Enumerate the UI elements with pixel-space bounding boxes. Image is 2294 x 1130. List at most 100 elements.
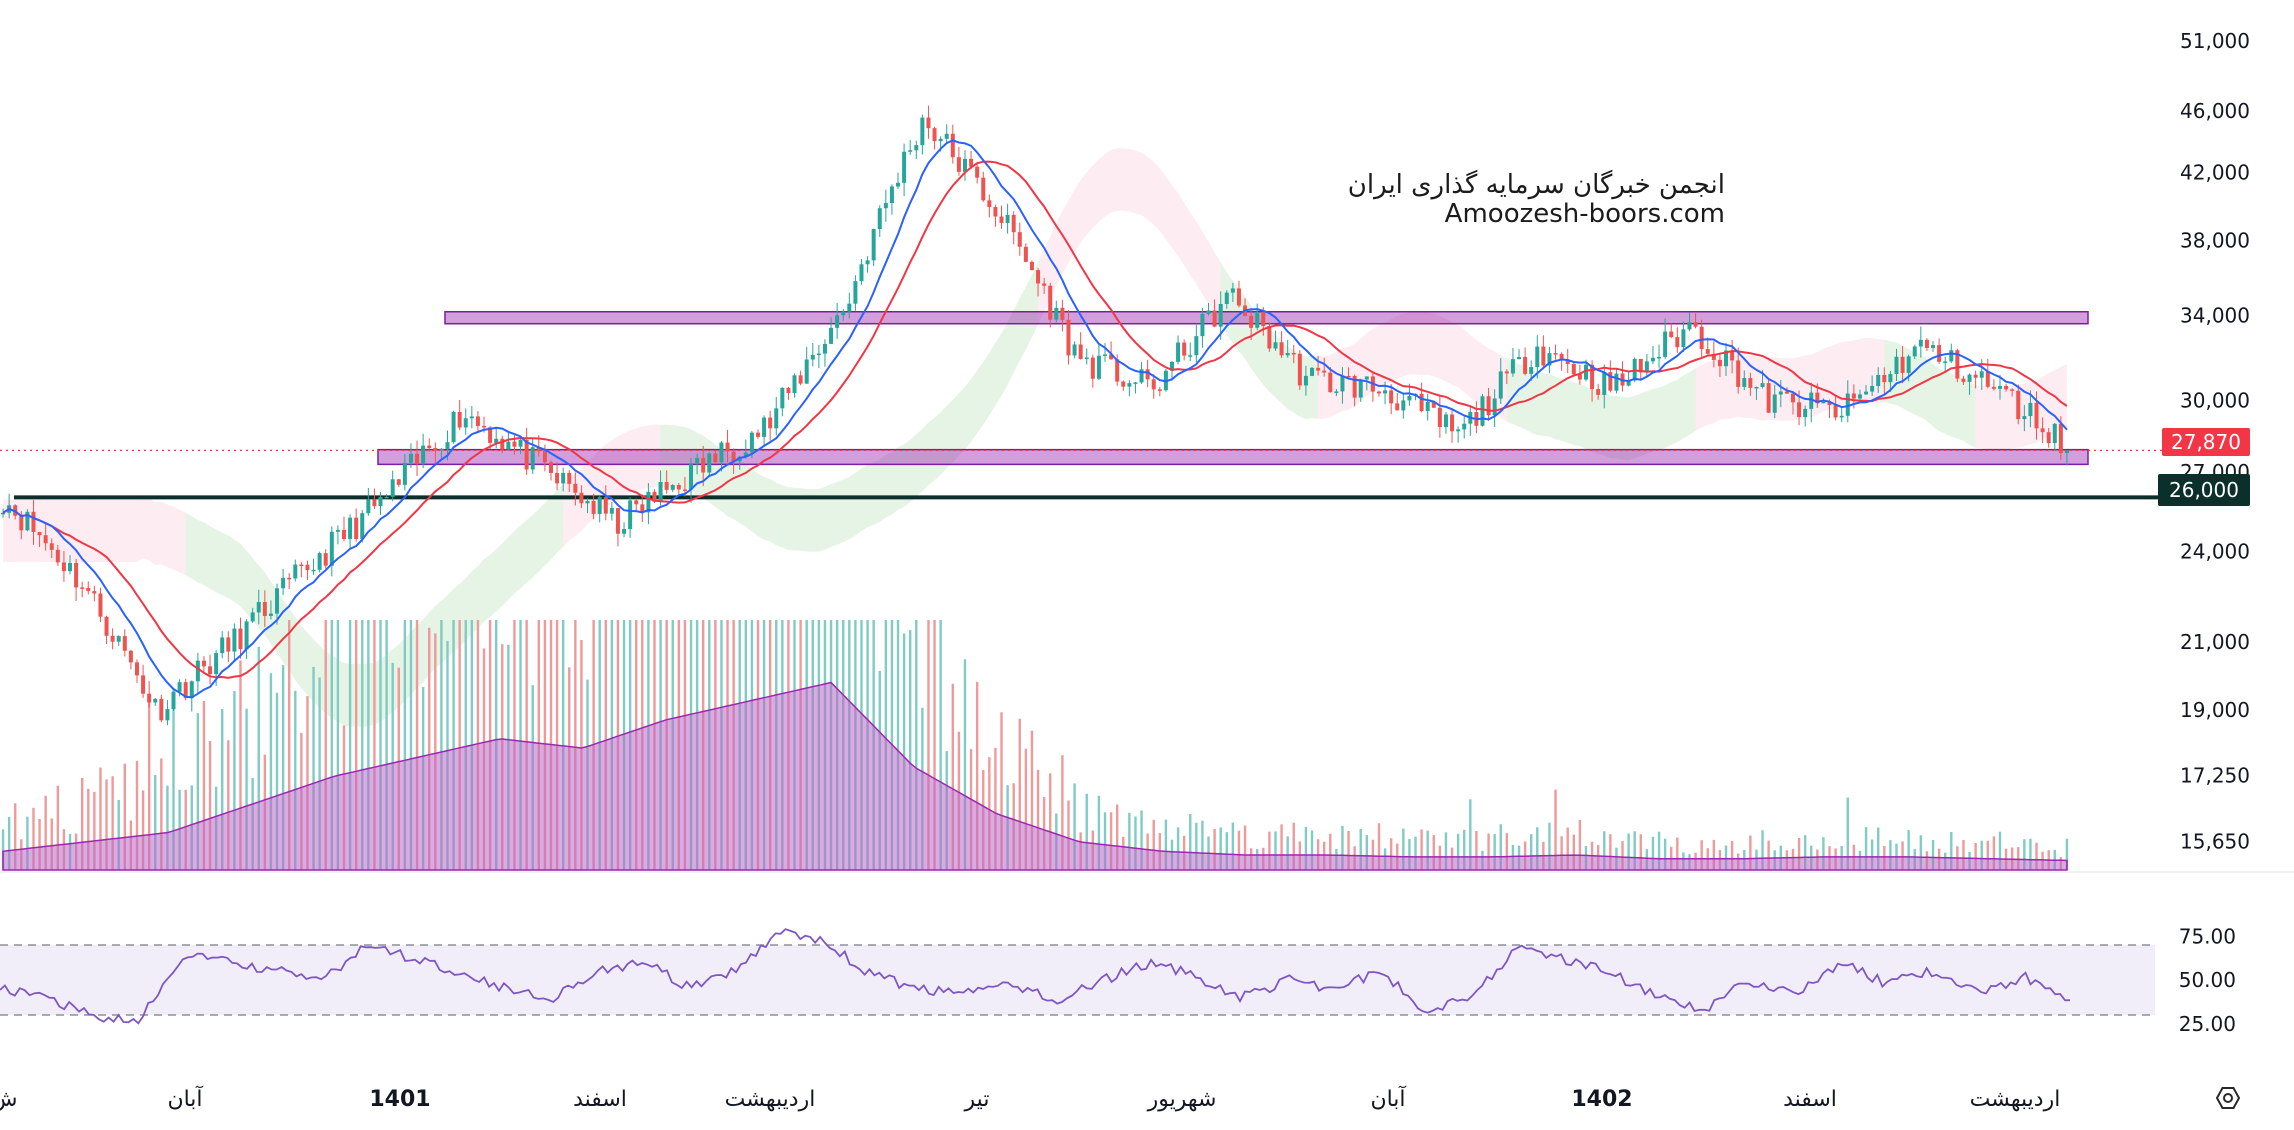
volume-bar-252 xyxy=(1536,827,1539,870)
volume-bar-324 xyxy=(1974,842,1977,870)
volume-bar-7 xyxy=(44,795,47,870)
candle-203 xyxy=(1236,280,1241,308)
volume-bar-246 xyxy=(1499,824,1502,870)
volume-bar-70 xyxy=(428,627,431,870)
candle-84 xyxy=(512,433,517,455)
volume-bar-239 xyxy=(1456,833,1460,870)
candles-layer xyxy=(1,105,2069,726)
candle-91 xyxy=(555,462,560,491)
candle-body xyxy=(780,387,785,409)
candle-190 xyxy=(1157,386,1162,397)
time-label-10: اردیبهشت xyxy=(1970,1087,2061,1112)
candle-306 xyxy=(1864,385,1869,395)
candle-160 xyxy=(975,162,980,184)
volume-bar-156 xyxy=(951,683,955,870)
candle-body xyxy=(141,675,146,694)
candle-74 xyxy=(451,410,456,444)
time-label-3: اسفند xyxy=(573,1087,627,1112)
candle-body xyxy=(1017,232,1022,247)
candle-body xyxy=(1078,344,1083,359)
volume-bar-23 xyxy=(141,790,145,870)
candle-103 xyxy=(628,497,633,538)
candle-body xyxy=(1949,350,1954,362)
volume-bar-189 xyxy=(1152,819,1155,870)
candle-body xyxy=(177,682,182,692)
volume-bar-160 xyxy=(975,681,979,870)
candle-body xyxy=(561,472,566,484)
candle-185 xyxy=(1127,380,1132,397)
candle-body xyxy=(1565,359,1570,364)
candle-body xyxy=(1267,326,1272,349)
candle-224 xyxy=(1364,376,1369,391)
price-tick-10: 17,250 xyxy=(2180,763,2250,787)
candle-body xyxy=(2040,428,2045,433)
candle-53 xyxy=(323,549,328,569)
volume-bar-223 xyxy=(1359,829,1362,870)
settings-hex-icon[interactable] xyxy=(2215,1087,2241,1109)
candle-body xyxy=(725,442,730,452)
candle-body xyxy=(317,553,322,570)
candle-body xyxy=(603,497,608,514)
volume-bar-254 xyxy=(1548,822,1551,870)
candle-147 xyxy=(896,172,901,190)
rsi-tick-1: 50.00 xyxy=(2179,968,2236,992)
volume-bar-197 xyxy=(1201,820,1204,870)
candle-body xyxy=(883,202,888,209)
volume-bar-74 xyxy=(452,620,455,870)
volume-bar-25 xyxy=(154,774,157,870)
candle-body xyxy=(896,182,901,187)
rsi-tick-2: 25.00 xyxy=(2179,1012,2236,1036)
candle-243 xyxy=(1480,393,1485,427)
candle-225 xyxy=(1370,372,1375,402)
volume-bar-209 xyxy=(1274,831,1277,870)
candle-133 xyxy=(810,343,815,367)
candle-171 xyxy=(1042,277,1047,294)
candle-body xyxy=(682,489,687,491)
candle-body xyxy=(658,481,663,502)
volume-bar-272 xyxy=(1657,831,1661,870)
candle-body xyxy=(810,355,815,360)
candle-body xyxy=(615,508,620,534)
price-tick-1: 46,000 xyxy=(2180,99,2250,123)
volume-bar-170 xyxy=(1036,769,1040,870)
volume-bar-240 xyxy=(1463,829,1466,870)
candle-71 xyxy=(433,442,438,464)
volume-bar-180 xyxy=(1097,795,1101,870)
volume-bar-182 xyxy=(1109,812,1113,870)
volume-bar-14 xyxy=(87,788,90,870)
volume-bar-54 xyxy=(330,620,334,870)
candle-body xyxy=(859,264,864,282)
candle-153 xyxy=(932,126,937,150)
volume-bar-26 xyxy=(160,758,163,870)
candle-21 xyxy=(128,649,133,670)
candle-60 xyxy=(366,487,371,516)
candle-body xyxy=(1772,394,1777,413)
candle-188 xyxy=(1145,359,1150,388)
candle-286 xyxy=(1742,370,1747,391)
candle-body xyxy=(86,587,91,592)
candle-body xyxy=(134,662,139,676)
candle-body xyxy=(165,709,170,721)
candle-316 xyxy=(1924,338,1929,351)
candle-body xyxy=(1169,361,1174,371)
candle-body xyxy=(1614,373,1619,391)
volume-bar-19 xyxy=(117,799,120,870)
volume-bar-245 xyxy=(1493,833,1496,870)
candle-body xyxy=(1157,389,1162,391)
candle-body xyxy=(1608,372,1613,391)
candle-168 xyxy=(1023,243,1028,263)
candle-body xyxy=(731,451,736,462)
candle-body xyxy=(579,492,584,504)
candle-170 xyxy=(1036,268,1041,297)
volume-bar-313 xyxy=(1907,830,1910,870)
candle-body xyxy=(902,151,907,183)
candle-193 xyxy=(1176,335,1181,365)
candle-45 xyxy=(275,583,280,625)
candle-285 xyxy=(1736,347,1741,394)
volume-bar-175 xyxy=(1067,800,1070,870)
candle-body xyxy=(1151,379,1156,390)
candle-132 xyxy=(804,346,809,384)
candle-body xyxy=(19,515,24,531)
candle-body xyxy=(305,564,310,571)
